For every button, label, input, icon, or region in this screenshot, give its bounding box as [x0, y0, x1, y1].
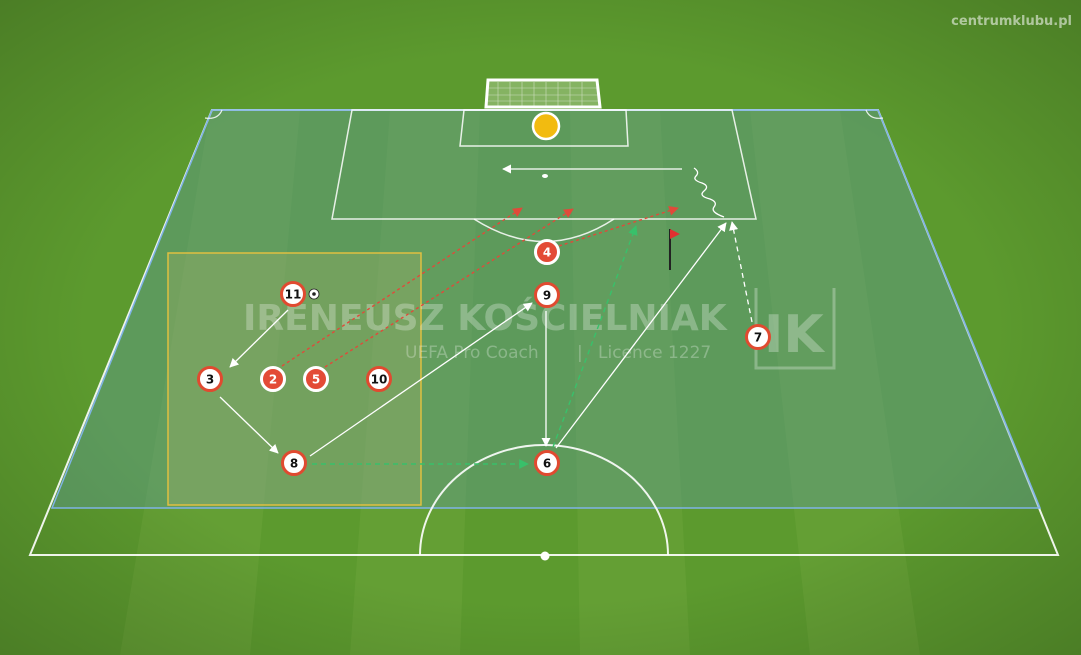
goal-area — [459, 109, 629, 147]
player-10[interactable]: 10 — [366, 366, 392, 392]
pass-8-to-9 — [309, 302, 533, 457]
pass-11-to-3 — [229, 309, 289, 368]
watermark-logo: IK — [754, 288, 836, 370]
penalty-spot — [542, 174, 548, 178]
player-number: 2 — [269, 373, 277, 387]
player-number: 5 — [312, 373, 320, 387]
corner-arc-right — [865, 109, 884, 119]
player-7[interactable]: 7 — [745, 324, 771, 350]
player-number: 4 — [543, 246, 551, 260]
goalkeeper-icon[interactable] — [531, 111, 561, 141]
corner-flag-icon — [669, 229, 680, 270]
watermark-name: IRENEUSZ KOŚCIELNIAK — [243, 297, 728, 339]
run-6 — [552, 225, 638, 448]
player-11[interactable]: 11 — [280, 281, 306, 307]
player-8[interactable]: 8 — [281, 450, 307, 476]
player-6[interactable]: 6 — [534, 450, 560, 476]
watermark-logo-text: IK — [764, 305, 825, 365]
watermark-role: UEFA Pro Coach — [405, 343, 539, 363]
player-number: 7 — [754, 331, 762, 345]
player-number: 10 — [371, 373, 388, 387]
run-5 — [324, 208, 574, 368]
players: 11 3 2 5 10 8 9 4 — [197, 239, 771, 476]
player-number: 8 — [290, 457, 298, 471]
soccer-ball-icon[interactable] — [308, 288, 320, 300]
pass-6-to-box — [555, 222, 727, 449]
watermark-licence: Licence 1227 — [598, 343, 711, 363]
player-9[interactable]: 9 — [534, 282, 560, 308]
run-4 — [558, 206, 679, 247]
site-brand[interactable]: centrumklubu.pl — [951, 14, 1072, 29]
player-3[interactable]: 3 — [197, 366, 223, 392]
player-5[interactable]: 5 — [303, 366, 329, 392]
player-4[interactable]: 4 — [534, 239, 560, 265]
goal — [484, 78, 602, 109]
player-number: 9 — [543, 289, 551, 303]
movement-lines — [219, 164, 753, 469]
player-2[interactable]: 2 — [260, 366, 286, 392]
centre-spot — [540, 551, 550, 561]
player-number: 11 — [285, 288, 302, 302]
corner-arc-left — [204, 109, 223, 119]
coach-watermark: IRENEUSZ KOŚCIELNIAK UEFA Pro Coach | Li… — [243, 288, 836, 370]
player-number: 3 — [206, 373, 214, 387]
watermark-separator: | — [577, 343, 583, 363]
dribble-7 — [693, 167, 725, 218]
run-7 — [729, 221, 753, 323]
pass-3-to-8 — [219, 396, 279, 454]
player-number: 6 — [543, 457, 551, 471]
